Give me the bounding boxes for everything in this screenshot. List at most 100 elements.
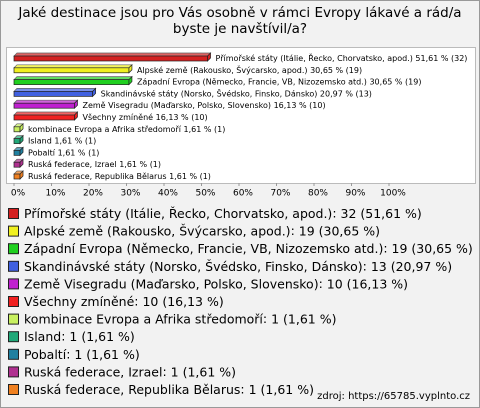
legend-entry: Západní Evropa (Německo, Francie, VB, Ni… [24, 241, 473, 256]
value-label: 16,13 % (10) [274, 101, 326, 110]
value-label: 30,65 % (19) [310, 65, 362, 74]
bar-side [19, 122, 24, 133]
bar-category: Ruská federace, Republika Bělarus [28, 172, 167, 181]
value-label: 1,61 % (1) [58, 148, 100, 157]
bar [13, 79, 130, 85]
bar-label: Všechny zmíněné 16,13 % (10) [82, 112, 207, 122]
bar-label: Pobaltí 1,61 % (1) [28, 148, 99, 157]
legend-category: Skandinávské státy (Norsko, Švédsko, Fin… [24, 258, 363, 273]
x-tick-label: 0% [11, 189, 26, 199]
bar-side [19, 146, 24, 157]
legend-entry: kombinace Evropa a Afrika středomoří: 1 … [24, 311, 336, 326]
x-tick-label: 70% [270, 189, 290, 199]
legend-entry: Skandinávské státy (Norsko, Švédsko, Fin… [24, 258, 452, 273]
legend-entry: Ruská federace, Republika Bělarus: 1 (1,… [24, 382, 314, 397]
bar-top [13, 99, 79, 104]
bar [13, 161, 21, 168]
value-label: 1,61 % (1) [119, 160, 161, 169]
legend-category: Pobaltí [24, 346, 67, 361]
legend-category: kombinace Evropa a Afrika středomoří [24, 311, 263, 326]
x-tick-label: 90% [345, 189, 365, 199]
legend-swatch [8, 278, 19, 290]
bar [13, 138, 21, 144]
x-tick-label: 80% [308, 189, 328, 199]
bar-label: Západní Evropa (Německo, Francie, VB, Ni… [137, 77, 422, 86]
legend-swatch [8, 366, 19, 378]
value-label: 51,61 % (32) [415, 54, 467, 63]
bar-category: kombinace Evropa a Afrika středomoří [28, 124, 182, 133]
bar-category: Alpské země (Rakousko, Švýcarsko, apod.) [137, 63, 308, 74]
bar-category: Pobaltí [28, 148, 56, 157]
legend-swatch [8, 243, 19, 255]
bar [13, 55, 208, 62]
legend-category: Všechny zmíněné [24, 294, 135, 309]
bar-side [74, 111, 78, 121]
bar-category: Skandinávské státy (Norsko, Švédsko, Fin… [101, 87, 318, 98]
x-tick-label: 50% [195, 189, 215, 199]
bar-top [13, 64, 133, 69]
legend-swatch [8, 260, 19, 272]
legend-category: Island [24, 329, 61, 344]
legend-entry: Země Visegradu (Maďarsko, Polsko, Sloven… [24, 276, 408, 291]
bar-label: Ruská federace, Republika Bělarus 1,61 %… [28, 172, 211, 181]
legend-value: 19 (30,65 %) [299, 223, 380, 238]
bar-label: Ruská federace, Izrael 1,61 % (1) [28, 160, 161, 169]
legend-value: 1 (1,61 %) [74, 346, 139, 361]
bar-label: kombinace Evropa a Afrika středomoří 1,6… [28, 124, 225, 133]
legend-value: 10 (16,13 %) [327, 276, 408, 291]
bar-side [128, 63, 133, 74]
x-tick-label: 10% [45, 189, 65, 199]
legend-category: Ruská federace, Izrael [24, 364, 162, 379]
bar [13, 102, 75, 109]
bar-side [128, 75, 133, 86]
bar-category: Ruská federace, Izrael [28, 160, 117, 169]
bar-side [92, 87, 96, 98]
bar-top [13, 111, 79, 116]
legend-entry: Alpské země (Rakousko, Švýcarsko, apod.)… [24, 223, 380, 238]
legend-value: 32 (51,61 %) [341, 206, 422, 221]
x-tick-label: 60% [233, 189, 253, 199]
bar-label: Island 1,61 % (1) [28, 136, 96, 145]
value-label: 16,13 % (10) [156, 113, 208, 122]
legend-value: 1 (1,61 %) [171, 364, 236, 379]
bar-label: Skandinávské státy (Norsko, Švédsko, Fin… [101, 87, 372, 98]
bar [13, 173, 21, 180]
legend-value: 1 (1,61 %) [271, 311, 336, 326]
legend-swatch [8, 331, 19, 343]
legend-category: Přímořské státy (Itálie, Řecko, Chorvats… [24, 206, 332, 221]
legend-entry: Všechny zmíněné: 10 (16,13 %) [24, 294, 224, 309]
legend-entry: Pobaltí: 1 (1,61 %) [24, 346, 140, 361]
x-tick-label: 30% [120, 189, 140, 199]
bar-top [13, 52, 212, 57]
legend-value: 19 (30,65 %) [392, 241, 473, 256]
legend-entry: Přímořské státy (Itálie, Řecko, Chorvats… [24, 206, 422, 221]
bar-category: Island [28, 136, 52, 145]
value-label: 20,97 % (13) [320, 89, 372, 98]
legend-value: 1 (1,61 %) [69, 329, 134, 344]
value-label: 1,61 % (1) [183, 124, 225, 133]
legend-category: Západní Evropa (Německo, Francie, VB, Ni… [24, 241, 383, 256]
legend-swatch [8, 208, 19, 219]
value-label: 30,65 % (19) [369, 77, 421, 86]
bar [13, 126, 21, 133]
legend-entry: Ruská federace, Izrael: 1 (1,61 %) [24, 364, 236, 379]
value-label: 1,61 % (1) [54, 136, 96, 145]
bar-side [19, 170, 24, 180]
x-tick-label: 100% [380, 189, 406, 199]
bar-label: Alpské země (Rakousko, Švýcarsko, apod.)… [137, 63, 362, 74]
legend-value: 10 (16,13 %) [142, 294, 223, 309]
legend-category: Země Visegradu (Maďarsko, Polsko, Sloven… [24, 276, 319, 291]
legend-category: Ruská federace, Republika Bělarus [24, 382, 240, 397]
bar [13, 91, 93, 97]
chart-title: Jaké destinace jsou pro Vás osobně v rám… [17, 5, 461, 37]
bar-category: Přímořské státy (Itálie, Řecko, Chorvats… [216, 53, 413, 63]
bar-category: Všechny zmíněné [82, 112, 153, 122]
bar [13, 67, 130, 74]
bar-label: Země Visegradu (Maďarsko, Polsko, Sloven… [82, 101, 325, 110]
legend-category: Alpské země (Rakousko, Švýcarsko, apod.) [24, 223, 291, 238]
bar-side [19, 134, 24, 145]
bar-category: Západní Evropa (Německo, Francie, VB, Ni… [137, 77, 367, 86]
bar-label: Přímořské státy (Itálie, Řecko, Chorvats… [216, 53, 468, 63]
bar-category: Země Visegradu (Maďarsko, Polsko, Sloven… [82, 101, 271, 110]
